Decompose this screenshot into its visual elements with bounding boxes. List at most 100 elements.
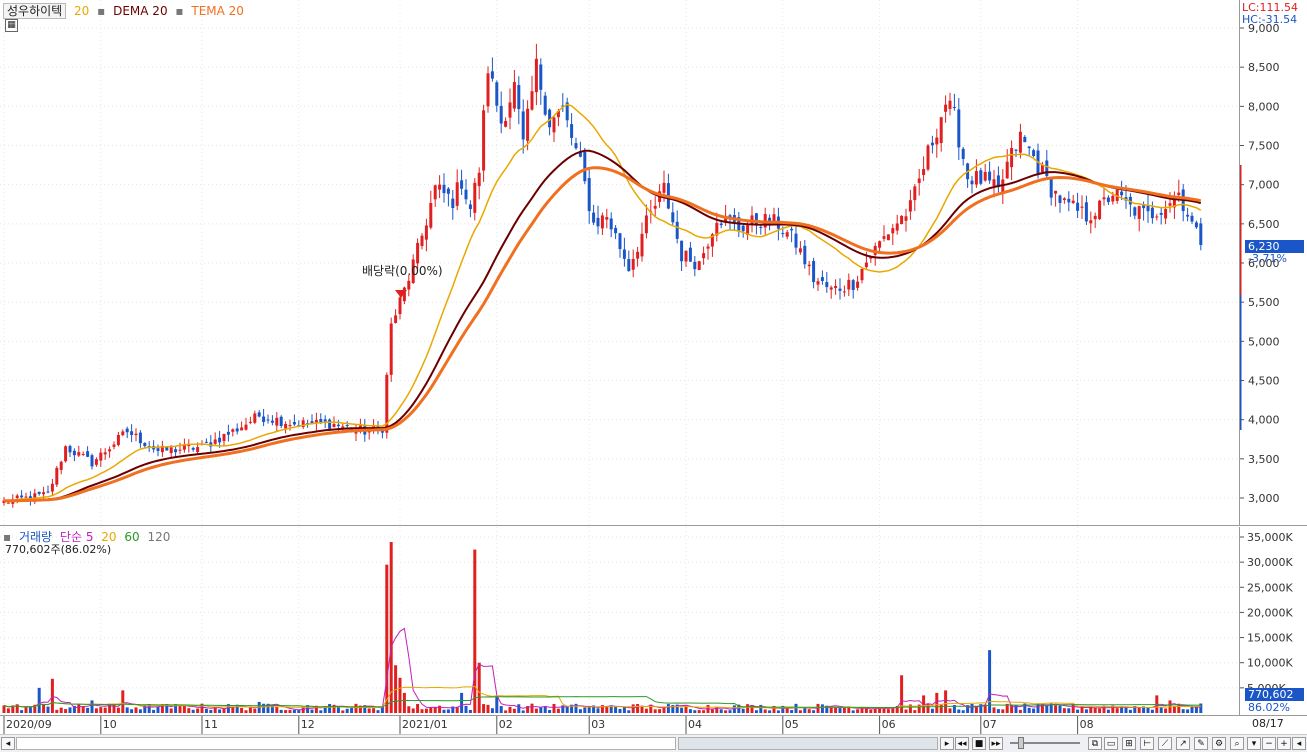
volume-bar [147,703,151,713]
candle-body [336,424,340,427]
grid-table-icon[interactable]: ▦ [5,19,18,32]
volume-bar [1001,709,1005,713]
volume-bar [1181,709,1185,713]
candle-body [548,109,552,128]
candle-body [644,215,648,234]
split-icon[interactable]: ⊞ [1122,737,1136,750]
zoom-out-icon[interactable]: − [1262,737,1276,750]
stock-name-label[interactable]: 성우하이텍 [3,3,67,19]
volume-bar [1172,706,1176,713]
volume-bar [482,704,486,713]
draw-icon[interactable]: ↗ [1176,737,1190,750]
volume-bar [750,704,754,713]
candle-body [653,205,657,209]
candle-body [301,420,305,427]
candle-body [1027,146,1031,149]
stop-icon[interactable]: ■ [972,737,986,750]
volume-bar [33,704,37,713]
volume-bar [688,709,692,713]
volume-bar [763,709,767,713]
date-axis-label: 06 [882,718,896,731]
pointer-icon[interactable]: ✎ [1194,737,1208,750]
volume-bar [310,709,314,713]
candle-body [1168,203,1172,206]
volume-bar [640,705,644,713]
candle-body [464,189,468,200]
search-icon[interactable]: ⌕ [1230,737,1244,750]
candle-body [1133,207,1137,216]
volume-bar [275,706,279,713]
tema20-line [4,166,1202,503]
candle-body [614,227,618,234]
volume-bar [543,706,547,713]
scrollbar-track[interactable] [16,737,676,750]
candle-body [521,111,525,140]
settings-icon[interactable]: ⚙ [1212,737,1226,750]
volume-bar [517,704,521,713]
legend-dot-icon: ▪ [97,4,106,18]
candle-body [662,182,666,193]
volume-bar [834,707,838,713]
volume-bar [1084,709,1088,713]
candle-body [1071,200,1075,204]
volume-bar [222,708,226,713]
ma-legend: 20 [74,4,90,18]
zoom-in-icon[interactable]: + [1277,737,1291,750]
scroll-left-icon[interactable]: ◂ [1,737,15,750]
volume-bar [20,710,24,713]
layout-icon[interactable]: ▭ [1104,737,1118,750]
volume-bar [231,706,235,713]
volume-bar [900,675,904,713]
rewind-icon[interactable]: ◂◂ [955,737,969,750]
volume-bar [1014,705,1018,713]
volume-bar [891,707,895,713]
volume-bar [508,706,512,713]
candle-body [851,280,855,290]
candle-body [781,233,785,235]
scrollbar-thumb[interactable] [678,737,938,750]
candle-body [328,419,332,429]
zoom-slider[interactable] [1010,742,1080,744]
candle-body [697,261,701,271]
volume-bar [1023,703,1027,713]
collapse-icon[interactable]: ◂ [1292,737,1306,750]
volume-bar [1027,707,1031,713]
volume-bar [697,710,701,713]
candle-body [279,416,283,427]
zoom-slider-handle[interactable] [1018,737,1024,749]
volume-bar [671,705,675,713]
volume-bar [504,710,508,713]
copy-icon[interactable]: ⧉ [1088,737,1102,750]
candle-body [68,445,72,453]
candle-body [196,447,200,453]
trendline-icon[interactable]: ⟋ [1158,737,1172,750]
candle-body [996,175,1000,188]
volume-bar [693,710,697,713]
volume-bar [873,709,877,713]
volume-bar [262,703,266,713]
volume-bar [790,710,794,713]
scroll-right-icon[interactable]: ▸ [940,737,954,750]
candle-body [922,168,926,176]
volume-bar [279,709,283,713]
crosshair-icon[interactable]: ⊢ [1140,737,1154,750]
volume-bar [490,708,494,713]
candle-body [803,245,807,265]
volume-bar [2,705,6,713]
fast-forward-icon[interactable]: ▸▸ [989,737,1003,750]
volume-bar [1058,705,1062,713]
candle-body [81,453,85,455]
candle-body [108,449,112,452]
dividend-marker-icon [395,290,407,298]
candle-body [561,105,565,107]
legend-dot-icon: ▪ [175,4,184,18]
volume-bar [389,542,393,713]
volume-bar [578,709,582,713]
volume-chart-pane[interactable]: ▪ 거래량 단순 5 20 60 120 770,602주(86.02%) [0,527,1240,715]
fit-icon[interactable]: ▾ [1247,737,1261,750]
volume-axis-label: 10,000K [1247,657,1293,670]
volume-bar [446,709,450,713]
price-chart-pane[interactable]: 성우하이텍 20 ▪ DEMA 20 ▪ TEMA 20 ▦ 배당락(0.00%… [0,0,1240,526]
date-axis-label: 2021/01 [402,718,448,731]
volume-bar [398,677,402,713]
